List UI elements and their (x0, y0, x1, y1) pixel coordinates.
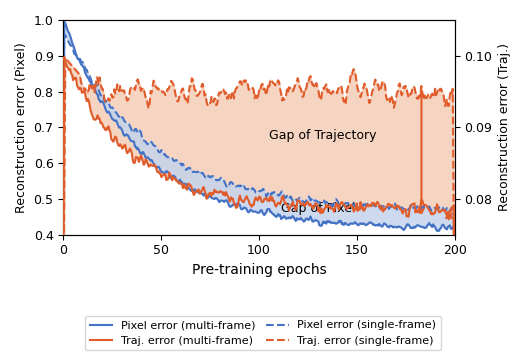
Y-axis label: Reconstruction error (Traj.): Reconstruction error (Traj.) (498, 43, 511, 211)
Text: Gap of Pixel: Gap of Pixel (280, 201, 355, 215)
Legend: Pixel error (multi-frame), Traj. error (multi-frame), Pixel error (single-frame): Pixel error (multi-frame), Traj. error (… (85, 316, 441, 350)
Y-axis label: Reconstruction error (Pixel): Reconstruction error (Pixel) (15, 42, 28, 213)
X-axis label: Pre-training epochs: Pre-training epochs (191, 263, 326, 277)
Text: Gap of Trajectory: Gap of Trajectory (269, 129, 376, 142)
